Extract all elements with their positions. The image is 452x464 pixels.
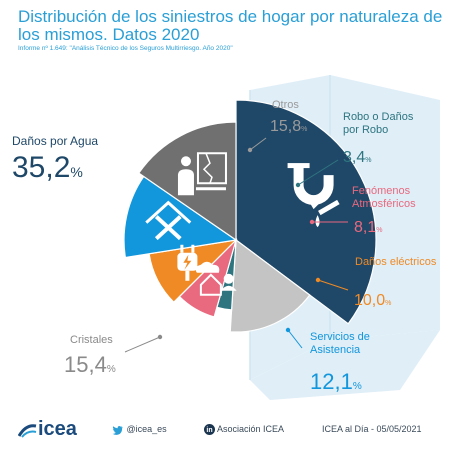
leader-line <box>124 336 161 353</box>
slice-label: Daños eléctricos <box>355 256 437 268</box>
brand-logo: icea <box>18 418 77 441</box>
leader-dot <box>285 327 291 333</box>
svg-text:in: in <box>206 427 212 434</box>
pipe-leak-icon <box>287 163 340 228</box>
twitter-link[interactable]: @icea_es <box>112 424 167 435</box>
slice-value: 3,4% <box>343 149 371 166</box>
burglar-icon <box>220 273 237 291</box>
linkedin-name: Asociación ICEA <box>217 424 285 434</box>
slice-label: Cristales <box>70 334 113 346</box>
slice-value: 35,2% <box>12 151 83 184</box>
brand-name: icea <box>38 418 77 440</box>
leader-dot <box>309 219 315 225</box>
linkedin-link[interactable]: in Asociación ICEA <box>204 424 285 436</box>
slice-value: 12,1% <box>310 369 362 394</box>
leader-dot <box>315 277 321 283</box>
chart-title: Distribución de los siniestros de hogar … <box>18 7 443 44</box>
storm-house-icon <box>195 261 222 296</box>
slice-label: Robo o Daños por Robo <box>343 111 414 136</box>
slice-value: 8,1% <box>354 219 382 236</box>
slice-value: 10,0% <box>354 292 391 309</box>
slice-label: Daños por Agua <box>12 134 98 148</box>
pie-slice-otros <box>229 238 311 333</box>
twitter-icon <box>112 425 123 435</box>
chart-subtitle: Informe nº 1.649: "Análisis Técnico de l… <box>18 45 233 52</box>
leader-dot <box>295 182 301 188</box>
slice-value: 15,8% <box>270 118 307 135</box>
leader-line <box>249 137 267 151</box>
broken-window-icon <box>177 152 227 196</box>
leader-line <box>287 329 303 349</box>
slice-label: Servicios de Asistencia <box>310 331 370 356</box>
slice-label: Otros <box>272 99 299 111</box>
leader-dot <box>247 147 253 153</box>
footer-date: ICEA al Día - 05/05/2021 <box>322 424 422 434</box>
leader-dot <box>157 334 163 340</box>
slice-value: 15,4% <box>64 352 116 377</box>
tools-house-icon <box>145 200 192 241</box>
twitter-handle: @icea_es <box>126 424 167 434</box>
plug-icon <box>177 244 198 281</box>
linkedin-icon: in <box>204 424 215 436</box>
brand-mark-icon <box>18 423 37 438</box>
pie-slice-daños-por-agua <box>235 99 377 325</box>
leader-line <box>297 159 339 186</box>
leader-line <box>317 279 349 291</box>
slice-label: Fenómenos Atmosféricos <box>352 185 416 210</box>
